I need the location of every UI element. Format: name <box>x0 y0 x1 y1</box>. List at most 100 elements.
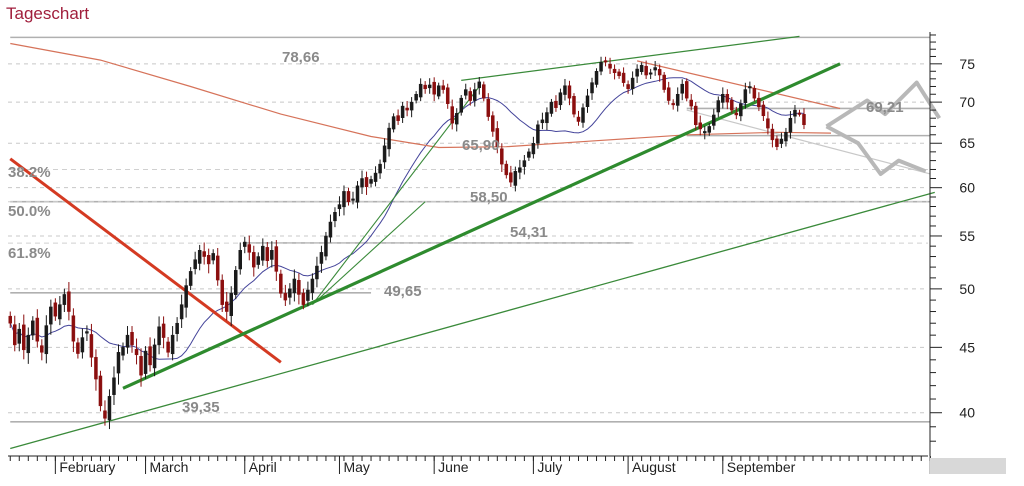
candle <box>788 111 793 139</box>
candle <box>373 166 378 187</box>
candle <box>639 62 644 75</box>
candle-body <box>563 85 567 95</box>
candle <box>536 120 540 149</box>
candle-body <box>396 115 400 121</box>
candle <box>62 288 67 312</box>
candle-body <box>549 101 554 114</box>
candle <box>116 344 121 385</box>
candle <box>333 207 337 228</box>
candle-body <box>684 81 689 99</box>
candle-body <box>346 191 351 202</box>
candle <box>545 107 549 131</box>
candle <box>157 316 161 355</box>
candle <box>671 99 675 110</box>
candle-body <box>337 204 342 210</box>
candle-body <box>107 396 112 421</box>
candle <box>211 249 215 265</box>
candle-body <box>423 84 427 90</box>
candle-body <box>477 81 482 88</box>
candle-body <box>40 345 44 353</box>
candle <box>680 79 684 101</box>
candle-body <box>360 178 364 188</box>
candle-body <box>518 167 522 173</box>
fib-label: 50.0% <box>8 203 51 220</box>
candle-body <box>409 101 414 111</box>
candle <box>445 83 450 109</box>
candle-body <box>62 294 67 305</box>
candle-body <box>44 325 49 355</box>
candle-body <box>603 60 608 63</box>
candle-body <box>387 127 391 150</box>
candle-body <box>26 334 31 354</box>
candle <box>491 111 495 137</box>
candle <box>793 104 797 124</box>
candle <box>423 81 427 94</box>
candle <box>509 165 513 187</box>
candle-body <box>675 93 680 106</box>
candle <box>468 87 473 106</box>
candle <box>297 273 301 305</box>
uptrend-line <box>122 62 841 390</box>
candle-body <box>666 87 671 101</box>
candle-body <box>35 317 40 342</box>
candle-body <box>540 119 545 124</box>
y-tick-label: 65 <box>959 135 975 151</box>
candle <box>125 326 130 354</box>
candle <box>725 89 730 110</box>
candle-body <box>779 138 784 144</box>
candle <box>689 94 693 111</box>
candle <box>121 342 125 361</box>
labels-layer: 78,66 69,21 65,90 58,50 54,31 49,65 39,35 38.2%… <box>8 49 904 416</box>
candle <box>716 96 721 118</box>
candle <box>648 68 653 79</box>
axis-layer: 40 45 50 55 60 65 70 75 February March April May Jun… <box>8 32 1006 475</box>
candle <box>391 113 396 133</box>
candle <box>599 56 603 76</box>
candle-body <box>459 97 463 113</box>
candle <box>400 101 405 123</box>
candle <box>414 91 418 104</box>
candle-body <box>247 244 252 253</box>
candle-body <box>495 128 500 147</box>
candle <box>454 108 459 132</box>
candle-body <box>441 85 445 90</box>
candle <box>98 370 103 412</box>
candle <box>89 323 94 367</box>
candle-body <box>301 292 306 305</box>
fan-line <box>312 201 426 306</box>
candle-body <box>698 122 703 130</box>
candle <box>775 135 779 151</box>
candle <box>152 338 157 377</box>
candle-body <box>22 324 26 351</box>
candle <box>252 245 256 277</box>
candle <box>238 242 243 275</box>
candle-body <box>369 179 373 184</box>
candle-body <box>572 96 576 115</box>
month-label: July <box>537 459 562 475</box>
candle <box>748 81 752 94</box>
fib-label: 61.8% <box>8 245 51 262</box>
candle <box>224 291 229 321</box>
candle <box>500 143 504 172</box>
fib-label: 38.2% <box>8 164 51 181</box>
candle <box>301 288 306 310</box>
level-label: 49,65 <box>384 283 422 300</box>
candle-body <box>581 107 585 123</box>
candle <box>184 278 188 318</box>
support-trendline <box>10 191 935 450</box>
candle-body <box>788 117 793 133</box>
candle-body <box>463 89 468 96</box>
candle <box>67 282 71 321</box>
candle-body <box>324 235 328 257</box>
candle-body <box>653 67 657 71</box>
candle <box>396 109 400 125</box>
candle <box>215 248 220 286</box>
candle <box>387 122 391 157</box>
candle-body <box>644 65 648 76</box>
candle-body <box>468 91 473 101</box>
candle-body <box>693 105 698 126</box>
candle-body <box>761 104 766 117</box>
candle-body <box>770 128 775 141</box>
candle-body <box>229 293 233 316</box>
candle-body <box>283 293 288 301</box>
